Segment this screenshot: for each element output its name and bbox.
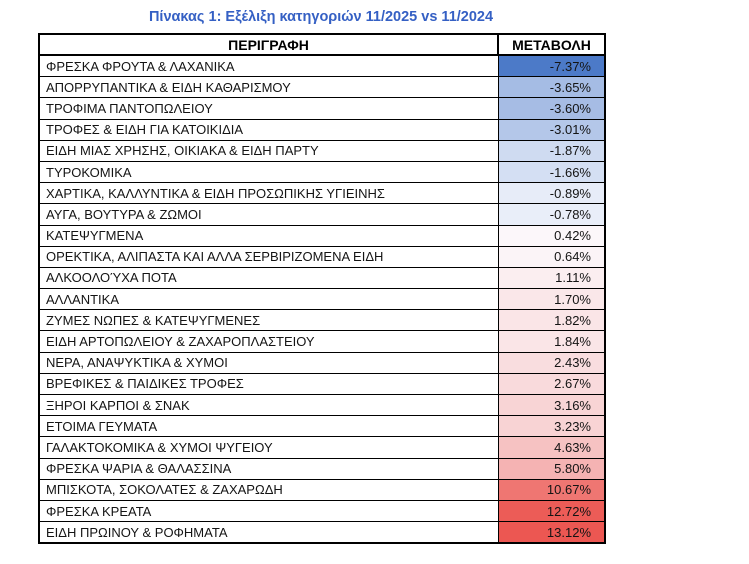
table-row: ΑΛΚΟΟΛΟΎΧΑ ΠΟΤΑ 1.11% — [38, 266, 606, 290]
change-value: 1.84% — [497, 330, 606, 353]
category-label: ΦΡΕΣΚΑ ΨΑΡΙΑ & ΘΑΛΑΣΣΙΝΑ — [38, 457, 499, 480]
table-row: ΦΡΕΣΚΑ ΚΡΕΑΤΑ 12.72% — [38, 499, 606, 523]
table-header: ΠΕΡΙΓΡΑΦΗ ΜΕΤΑΒΟΛΗ — [38, 33, 606, 56]
change-value: 0.42% — [497, 224, 606, 247]
col-header-description: ΠΕΡΙΓΡΑΦΗ — [38, 33, 499, 56]
category-label: ΧΑΡΤΙΚΑ, ΚΑΛΛΥΝΤΙΚΑ & ΕΙΔΗ ΠΡΟΣΩΠΙΚΗΣ ΥΓ… — [38, 182, 499, 205]
table-row: ΧΑΡΤΙΚΑ, ΚΑΛΛΥΝΤΙΚΑ & ΕΙΔΗ ΠΡΟΣΩΠΙΚΗΣ ΥΓ… — [38, 182, 606, 205]
table-row: ΕΤΟΙΜΑ ΓΕΥΜΑΤΑ 3.23% — [38, 415, 606, 438]
change-value: -3.60% — [497, 97, 606, 120]
change-value: 1.70% — [497, 288, 606, 311]
category-label: ΤΥΡΟΚΟΜΙΚΑ — [38, 160, 499, 184]
table-title: Πίνακας 1: Εξέλιξη κατηγοριών 11/2025 vs… — [148, 9, 494, 25]
table-row: ΦΡΕΣΚΑ ΨΑΡΙΑ & ΘΑΛΑΣΣΙΝΑ 5.80% — [38, 457, 606, 480]
table-body: ΦΡΕΣΚΑ ΦΡΟΥΤΑ & ΛΑΧΑΝΙΚΑ -7.37% ΑΠΟΡΡΥΠΑΝΤ… — [38, 54, 606, 544]
col-header-change: ΜΕΤΑΒΟΛΗ — [497, 33, 606, 56]
category-label: ΟΡΕΚΤΙΚΑ, ΑΛΙΠΑΣΤΑ ΚΑΙ ΑΛΛΑ ΣΕΡΒΙΡΙΖΟΜΕΝ… — [38, 245, 499, 268]
table-row: ΒΡΕΦΙΚΕΣ & ΠΑΙΔΙΚΕΣ ΤΡΟΦΕΣ 2.67% — [38, 372, 606, 396]
table-row: ΚΑΤΕΨΥΓΜΕΝΑ 0.42% — [38, 224, 606, 247]
category-label: ΓΑΛΑΚΤΟΚΟΜΙΚΑ & ΧΥΜΟΙ ΨΥΓΕΙΟΥ — [38, 436, 499, 459]
table-row: ΕΙΔΗ ΠΡΩΙΝΟΥ & ΡΟΦΗΜΑΤΑ 13.12% — [38, 521, 606, 544]
change-value: 3.23% — [497, 415, 606, 438]
category-label: ΜΠΙΣΚΟΤΑ, ΣΟΚΟΛΑΤΕΣ & ΖΑΧΑΡΩΔΗ — [38, 478, 499, 501]
change-value: -0.89% — [497, 182, 606, 205]
category-label: ΤΡΟΦΕΣ & ΕΙΔΗ ΓΙΑ ΚΑΤΟΙΚΙΔΙΑ — [38, 118, 499, 141]
table-row: ΑΛΛΑΝΤΙΚΑ 1.70% — [38, 288, 606, 311]
change-value: 1.11% — [497, 266, 606, 290]
category-label: ΕΙΔΗ ΠΡΩΙΝΟΥ & ΡΟΦΗΜΑΤΑ — [38, 521, 499, 544]
change-value: 5.80% — [497, 457, 606, 480]
change-value: 2.67% — [497, 372, 606, 396]
category-label: ΑΠΟΡΡΥΠΑΝΤΙΚΑ & ΕΙΔΗ ΚΑΘΑΡΙΣΜΟΥ — [38, 76, 499, 99]
category-label: ΒΡΕΦΙΚΕΣ & ΠΑΙΔΙΚΕΣ ΤΡΟΦΕΣ — [38, 372, 499, 396]
table-row: ΑΥΓΑ, ΒΟΥΤΥΡΑ & ΖΩΜΟΙ -0.78% — [38, 203, 606, 226]
category-label: ΑΥΓΑ, ΒΟΥΤΥΡΑ & ΖΩΜΟΙ — [38, 203, 499, 226]
change-value: 4.63% — [497, 436, 606, 459]
category-change-table: ΠΕΡΙΓΡΑΦΗ ΜΕΤΑΒΟΛΗ ΦΡΕΣΚΑ ΦΡΟΥΤΑ & ΛΑΧΑΝ… — [38, 33, 606, 545]
table-row: ΦΡΕΣΚΑ ΦΡΟΥΤΑ & ΛΑΧΑΝΙΚΑ -7.37% — [38, 54, 606, 78]
change-value: -1.66% — [497, 160, 606, 184]
change-value: 0.64% — [497, 245, 606, 268]
change-value: 3.16% — [497, 393, 606, 417]
header-row: ΠΕΡΙΓΡΑΦΗ ΜΕΤΑΒΟΛΗ — [38, 33, 606, 56]
category-label: ΖΥΜΕΣ ΝΩΠΕΣ & ΚΑΤΕΨΥΓΜΕΝΕΣ — [38, 309, 499, 332]
change-value: 2.43% — [497, 351, 606, 374]
category-label: ΕΤΟΙΜΑ ΓΕΥΜΑΤΑ — [38, 415, 499, 438]
table-row: ΕΙΔΗ ΑΡΤΟΠΩΛΕΙΟΥ & ΖΑΧΑΡΟΠΛΑΣΤΕΙΟΥ 1.84% — [38, 330, 606, 353]
table-row: ΜΠΙΣΚΟΤΑ, ΣΟΚΟΛΑΤΕΣ & ΖΑΧΑΡΩΔΗ 10.67% — [38, 478, 606, 501]
table-row: ΤΥΡΟΚΟΜΙΚΑ -1.66% — [38, 160, 606, 184]
table-row: ΑΠΟΡΡΥΠΑΝΤΙΚΑ & ΕΙΔΗ ΚΑΘΑΡΙΣΜΟΥ -3.65% — [38, 76, 606, 99]
change-value: -0.78% — [497, 203, 606, 226]
change-value: -7.37% — [497, 54, 606, 78]
category-label: ΝΕΡΑ, ΑΝΑΨΥΚΤΙΚΑ & ΧΥΜΟΙ — [38, 351, 499, 374]
change-value: -3.01% — [497, 118, 606, 141]
category-label: ΚΑΤΕΨΥΓΜΕΝΑ — [38, 224, 499, 247]
table-row: ΓΑΛΑΚΤΟΚΟΜΙΚΑ & ΧΥΜΟΙ ΨΥΓΕΙΟΥ 4.63% — [38, 436, 606, 459]
category-label: ΤΡΟΦΙΜΑ ΠΑΝΤΟΠΩΛΕΙΟΥ — [38, 97, 499, 120]
category-label: ΑΛΛΑΝΤΙΚΑ — [38, 288, 499, 311]
change-value: 1.82% — [497, 309, 606, 332]
change-value: 12.72% — [497, 499, 606, 523]
change-value: -3.65% — [497, 76, 606, 99]
change-value: 13.12% — [497, 521, 606, 544]
table-row: ΟΡΕΚΤΙΚΑ, ΑΛΙΠΑΣΤΑ ΚΑΙ ΑΛΛΑ ΣΕΡΒΙΡΙΖΟΜΕΝ… — [38, 245, 606, 268]
category-label: ΕΙΔΗ ΑΡΤΟΠΩΛΕΙΟΥ & ΖΑΧΑΡΟΠΛΑΣΤΕΙΟΥ — [38, 330, 499, 353]
table-row: ΕΙΔΗ ΜΙΑΣ ΧΡΗΣΗΣ, ΟΙΚΙΑΚΑ & ΕΙΔΗ ΠΑΡΤΥ -1… — [38, 139, 606, 162]
table-row: ΤΡΟΦΙΜΑ ΠΑΝΤΟΠΩΛΕΙΟΥ -3.60% — [38, 97, 606, 120]
table-row: ΝΕΡΑ, ΑΝΑΨΥΚΤΙΚΑ & ΧΥΜΟΙ 2.43% — [38, 351, 606, 374]
change-value: 10.67% — [497, 478, 606, 501]
change-value: -1.87% — [497, 139, 606, 162]
category-label: ΕΙΔΗ ΜΙΑΣ ΧΡΗΣΗΣ, ΟΙΚΙΑΚΑ & ΕΙΔΗ ΠΑΡΤΥ — [38, 139, 499, 162]
category-label: ΑΛΚΟΟΛΟΎΧΑ ΠΟΤΑ — [38, 266, 499, 290]
category-label: ΦΡΕΣΚΑ ΚΡΕΑΤΑ — [38, 499, 499, 523]
category-label: ΦΡΕΣΚΑ ΦΡΟΥΤΑ & ΛΑΧΑΝΙΚΑ — [38, 54, 499, 78]
category-label: ΞΗΡΟΙ ΚΑΡΠΟΙ & ΣΝΑΚ — [38, 393, 499, 417]
table-row: ΞΗΡΟΙ ΚΑΡΠΟΙ & ΣΝΑΚ 3.16% — [38, 393, 606, 417]
table-row: ΤΡΟΦΕΣ & ΕΙΔΗ ΓΙΑ ΚΑΤΟΙΚΙΔΙΑ -3.01% — [38, 118, 606, 141]
table-row: ΖΥΜΕΣ ΝΩΠΕΣ & ΚΑΤΕΨΥΓΜΕΝΕΣ 1.82% — [38, 309, 606, 332]
